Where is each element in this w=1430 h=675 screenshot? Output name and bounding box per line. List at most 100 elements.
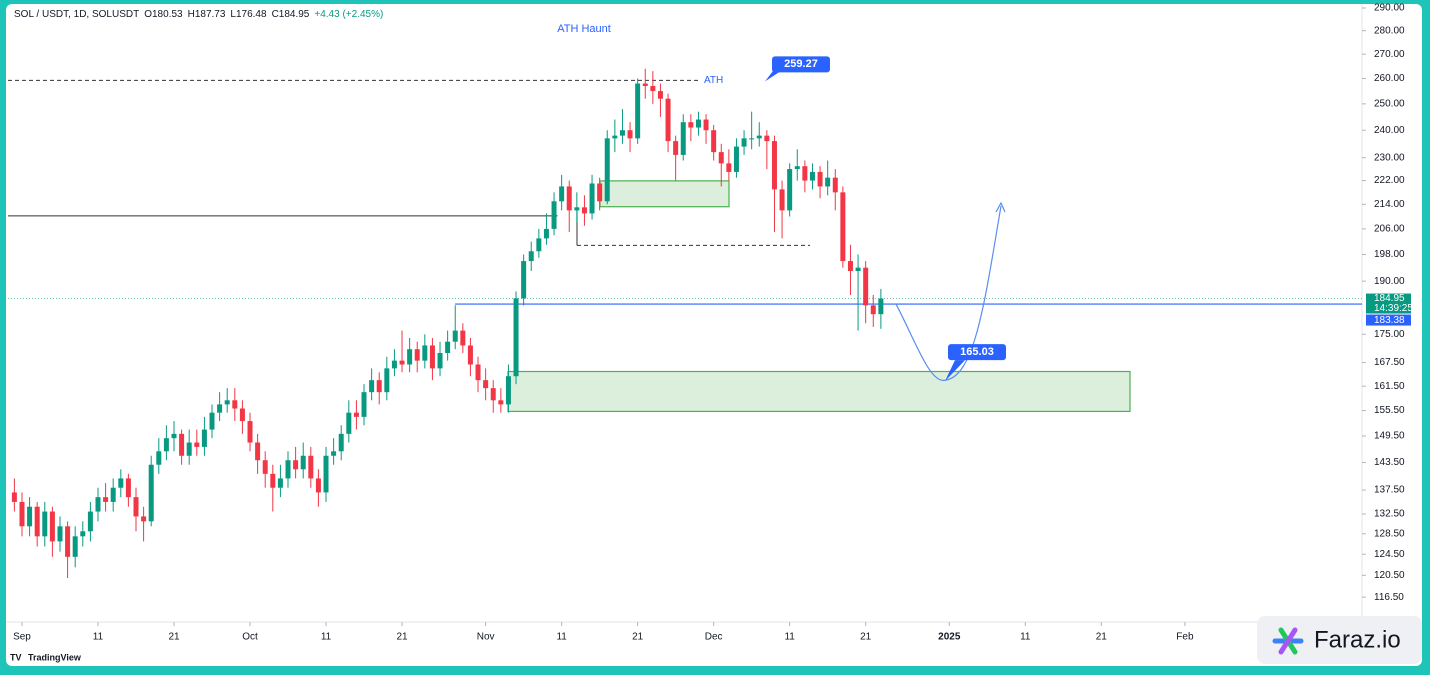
candle-body	[847, 261, 853, 272]
ath-box	[772, 56, 830, 73]
candle-body	[141, 516, 147, 522]
candle-body	[391, 360, 397, 369]
candle-body	[612, 135, 618, 139]
candle-body	[665, 98, 671, 142]
x-tick-label: Feb	[1176, 632, 1194, 643]
ohlc: O180.53	[144, 9, 183, 20]
candle-body	[414, 349, 420, 361]
candle-body	[308, 455, 314, 479]
candle-body	[551, 201, 557, 229]
candle-body	[293, 460, 299, 470]
y-tick-label: 143.50	[1374, 457, 1405, 468]
x-tick-label: 11	[93, 632, 104, 643]
candle-body	[825, 177, 831, 187]
candle-body	[171, 433, 177, 439]
candle-body	[186, 442, 192, 456]
candle-body	[635, 83, 641, 139]
candle-body	[209, 412, 215, 430]
candle-body	[460, 330, 466, 346]
candle-body	[802, 166, 808, 181]
candle-body	[11, 492, 17, 502]
candle-body	[353, 412, 359, 417]
countdown: 14:39:25	[1374, 303, 1413, 314]
x-tick-label: 21	[860, 632, 872, 643]
y-tick-label: 132.50	[1374, 509, 1405, 520]
y-tick-label: 206.00	[1374, 224, 1405, 235]
candle-body	[118, 478, 124, 488]
y-tick-label: 260.00	[1374, 73, 1405, 84]
candle-body	[680, 122, 686, 155]
candle-body	[581, 207, 587, 214]
candle-body	[80, 531, 86, 537]
candle-body	[148, 464, 154, 522]
candle-body	[163, 438, 169, 452]
candle-body	[741, 138, 747, 147]
y-tick-label: 280.00	[1374, 25, 1405, 36]
candle-body	[536, 238, 542, 252]
candle-body	[179, 433, 185, 456]
y-tick-label: 270.00	[1374, 49, 1405, 60]
x-tick-label: Dec	[705, 632, 723, 643]
x-tick-label: 2025	[938, 632, 961, 643]
support-box	[1366, 314, 1411, 326]
y-tick-label: 222.00	[1374, 175, 1405, 186]
chart-panel	[6, 4, 1422, 666]
x-tick-label: Nov	[477, 632, 495, 643]
candle-body	[779, 189, 785, 211]
candle-body	[543, 228, 549, 239]
candle-body	[384, 368, 390, 393]
candle-body	[703, 119, 709, 131]
candle-body	[437, 352, 443, 369]
candle-body	[369, 380, 375, 393]
y-tick-label: 161.50	[1374, 381, 1405, 392]
candle-body	[619, 130, 625, 136]
candle-body	[604, 138, 610, 202]
candle-body	[809, 171, 815, 181]
y-tick-label: 155.50	[1374, 405, 1405, 416]
x-tick-label: 11	[556, 632, 567, 643]
y-tick-label: 124.50	[1374, 549, 1405, 560]
candle-body	[72, 536, 78, 557]
ohlc: H187.73	[187, 9, 226, 20]
last-price-label: 184.95	[1374, 293, 1405, 304]
candle-body	[756, 135, 762, 139]
candle-body	[125, 478, 131, 498]
candle-body	[315, 478, 321, 493]
candle-body	[878, 298, 884, 315]
candle-body	[95, 497, 101, 512]
candle-body	[749, 138, 755, 140]
y-tick-label: 116.50	[1374, 592, 1404, 603]
x-tick-label: 11	[1020, 632, 1031, 643]
candle-body	[642, 83, 648, 87]
x-tick-label: 21	[168, 632, 180, 643]
ohlc: C184.95	[271, 9, 310, 20]
symbol: SOL / USDT, 1D, SOLUSDT	[14, 9, 140, 20]
target-box	[948, 344, 1006, 361]
candle-body	[597, 183, 603, 202]
candle-body	[300, 455, 306, 470]
y-tick-label: 120.50	[1374, 570, 1405, 581]
candle-body	[49, 511, 55, 542]
y-tick-label: 290.00	[1374, 3, 1405, 14]
target-label: 165.03	[960, 346, 994, 358]
candle-body	[452, 330, 458, 342]
zone	[507, 370, 1131, 413]
candle-body	[19, 501, 25, 527]
candle-body	[870, 305, 876, 315]
candle-body	[255, 442, 261, 461]
candle-body	[277, 478, 283, 488]
candle-body	[65, 526, 71, 557]
candle-body	[483, 380, 489, 389]
candle-body	[445, 341, 451, 353]
y-tick-label: 240.00	[1374, 125, 1405, 136]
x-tick-label: Sep	[13, 632, 31, 643]
candle-body	[521, 261, 527, 299]
candle-body	[794, 166, 800, 170]
y-tick-label: 167.50	[1374, 357, 1405, 368]
candle-body	[718, 152, 724, 164]
candle-body	[832, 177, 838, 193]
candle-body	[224, 400, 230, 405]
candle-body	[57, 526, 63, 542]
candle-body	[787, 169, 793, 211]
